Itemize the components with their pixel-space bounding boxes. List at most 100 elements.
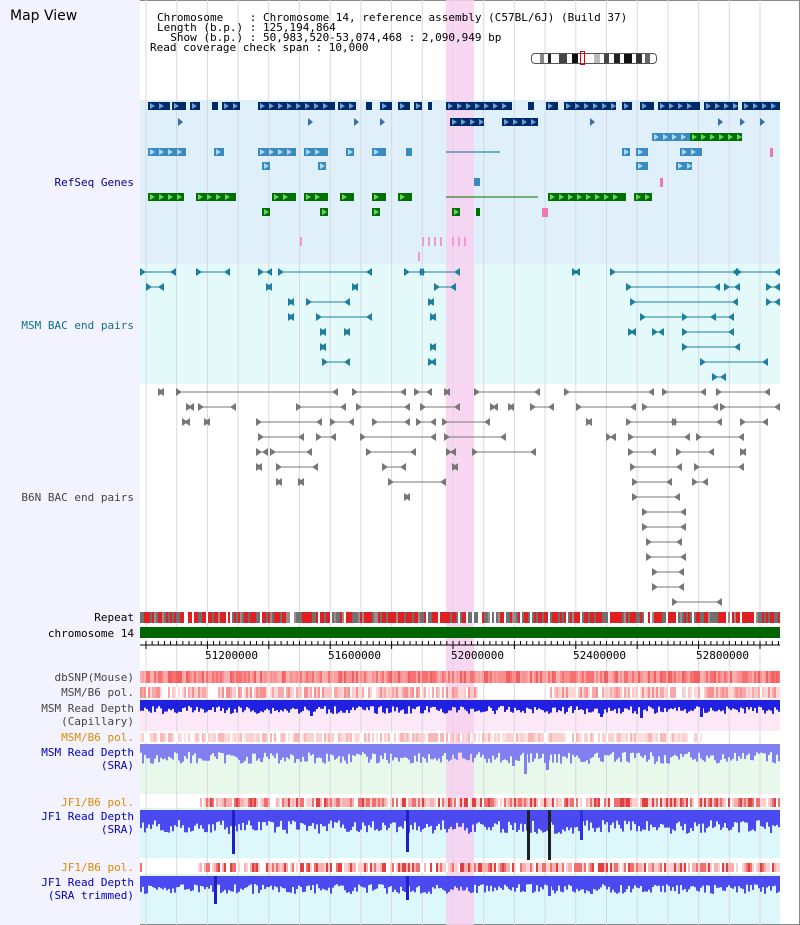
heat-cell [330, 733, 332, 742]
heat-cell [552, 733, 554, 742]
repeat-bar [668, 612, 670, 623]
depth-bar [210, 876, 212, 886]
repeat-bar [476, 612, 478, 623]
heat-cell [766, 863, 768, 872]
heat-cell [760, 671, 762, 683]
depth-bar [670, 810, 672, 834]
depth-bar [768, 876, 770, 886]
heat-cell [376, 798, 378, 807]
depth-bar [638, 810, 640, 827]
heat-cell [718, 687, 720, 698]
repeat-bar [414, 612, 416, 623]
depth-bar [632, 810, 634, 822]
heat-cell [742, 687, 744, 698]
heat-cell [660, 671, 662, 683]
heat-cell [302, 733, 304, 742]
bac-end [404, 268, 410, 276]
heat-cell [388, 687, 390, 698]
depth-bar [270, 744, 272, 754]
repeat-bar [738, 612, 740, 623]
depth-bar [694, 876, 696, 888]
heat-cell [448, 687, 450, 698]
heat-cell [520, 798, 522, 807]
heat-cell [380, 863, 382, 872]
depth-bar [540, 744, 542, 759]
heat-cell [188, 671, 190, 683]
heat-cell [146, 733, 148, 742]
depth-bar [740, 810, 742, 823]
repeat-bar [726, 612, 728, 623]
heat-cell [628, 671, 630, 683]
depth-bar [682, 700, 684, 711]
depth-bar [456, 810, 458, 823]
heat-cell [400, 863, 402, 872]
heat-cell [680, 863, 682, 872]
heat-cell [294, 798, 296, 807]
depth-bar [710, 700, 712, 708]
depth-bar [674, 744, 676, 755]
heat-cell [326, 798, 328, 807]
depth-bar [596, 810, 598, 829]
heat-cell [192, 733, 194, 742]
heat-cell [252, 687, 254, 698]
bac-end [352, 388, 358, 396]
depth-bar [722, 810, 724, 828]
depth-bar [706, 700, 708, 713]
heat-cell [452, 733, 454, 742]
repeat-bar [678, 612, 680, 623]
heat-cell [348, 687, 350, 698]
heat-cell [494, 671, 496, 683]
depth-bar [162, 744, 164, 760]
heat-cell [182, 671, 184, 683]
depth-bar [390, 876, 392, 887]
heat-cell [602, 733, 604, 742]
repeat-bar [320, 612, 322, 623]
repeat-bar [384, 612, 386, 623]
depth-bar [342, 700, 344, 713]
heat-cell [552, 798, 554, 807]
depth-bar [446, 876, 448, 894]
depth-bar [760, 876, 762, 892]
heat-cell [222, 687, 224, 698]
heat-cell [644, 671, 646, 683]
depth-bar [396, 744, 398, 758]
depth-bar [478, 876, 480, 887]
repeat-bar [658, 612, 660, 623]
depth-bar [288, 700, 290, 713]
heat-cell [454, 863, 456, 872]
heat-cell [148, 671, 150, 683]
depth-bar [618, 876, 620, 893]
heat-cell [332, 798, 334, 807]
heat-cell [570, 687, 572, 698]
depth-bar [158, 810, 160, 825]
heat-cell [518, 733, 520, 742]
depth-bar [338, 876, 340, 887]
heat-cell [504, 863, 506, 872]
depth-bar [686, 810, 688, 834]
heat-cell [718, 863, 720, 872]
depth-bar [738, 744, 740, 757]
heat-cell [200, 733, 202, 742]
depth-bar [394, 810, 396, 823]
depth-bar [684, 810, 686, 824]
depth-bar [732, 744, 734, 759]
depth-bar [726, 744, 728, 762]
heat-cell [670, 671, 672, 683]
depth-bar [734, 876, 736, 887]
depth-bar [170, 700, 172, 711]
heat-cell [468, 798, 470, 807]
depth-bar [364, 810, 366, 826]
heat-cell [604, 733, 606, 742]
bac-end [224, 268, 230, 276]
depth-bar [702, 810, 704, 824]
depth-bar [340, 810, 342, 828]
chromosome-ideogram[interactable] [531, 53, 657, 64]
depth-bar [388, 810, 390, 828]
depth-bar [614, 876, 616, 893]
heat-cell [422, 798, 424, 807]
heat-cell [440, 687, 442, 698]
bac-end [474, 388, 480, 396]
heat-cell [258, 798, 260, 807]
heat-cell [298, 863, 300, 872]
